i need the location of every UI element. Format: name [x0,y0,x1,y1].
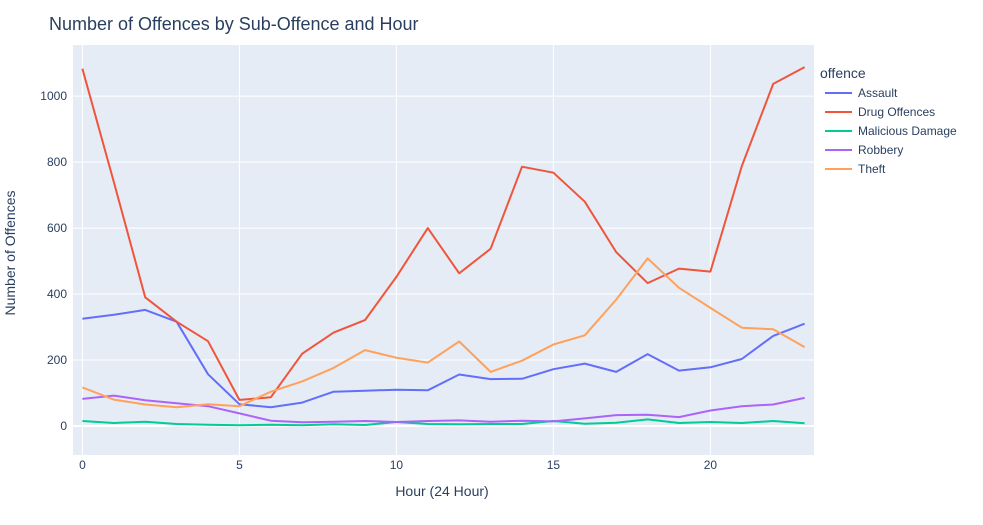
y-axis-ticks: 0 200 400 600 800 1000 [40,89,67,433]
x-tick-label: 0 [79,458,86,472]
x-axis-title: Hour (24 Hour) [395,483,488,499]
legend-item-malicious-damage[interactable]: Malicious Damage [825,124,957,138]
y-tick-label: 600 [47,221,67,235]
series-line-drug-offences [81,66,806,401]
legend-item-assault[interactable]: Assault [825,86,898,100]
series-lines [81,66,806,427]
legend-label: Assault [858,86,898,100]
legend-item-robbery[interactable]: Robbery [825,143,903,157]
legend: offence Assault Drug Offences Malicious Da… [820,65,957,176]
series-line-assault [82,308,805,409]
y-tick-label: 800 [47,155,67,169]
y-tick-label: 0 [60,419,67,433]
y-tick-label: 200 [47,353,67,367]
x-tick-label: 10 [390,458,404,472]
legend-item-theft[interactable]: Theft [825,162,886,176]
legend-label: Theft [858,162,886,176]
legend-items: Assault Drug Offences Malicious Damage Robb… [825,86,957,176]
x-tick-label: 15 [547,458,561,472]
y-tick-label: 1000 [40,89,67,103]
x-tick-label: 5 [236,458,243,472]
legend-item-drug-offences[interactable]: Drug Offences [825,105,935,119]
legend-label: Drug Offences [858,105,935,119]
series-line-theft [82,257,806,409]
y-axis-title: Number of Offences [2,190,18,315]
legend-label: Malicious Damage [858,124,957,138]
x-tick-label: 20 [704,458,718,472]
y-tick-label: 400 [47,287,67,301]
legend-title: offence [820,65,866,81]
chart-title: Number of Offences by Sub-Offence and Ho… [49,14,419,34]
legend-label: Robbery [858,143,903,157]
x-axis-ticks: 0 5 10 15 20 [79,458,717,472]
series-line-malicious-damage [82,418,805,427]
